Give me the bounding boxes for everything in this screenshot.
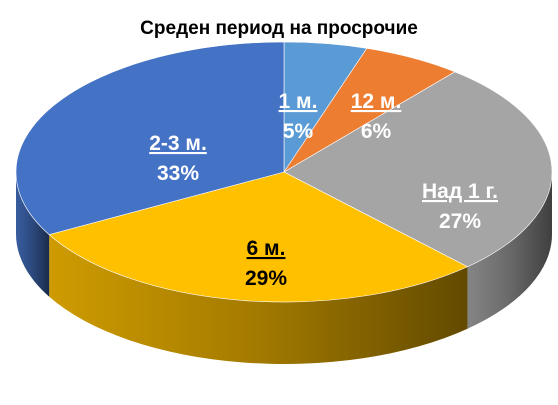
pie-slice-4 [15,41,285,235]
pie-slice-3 [48,171,469,303]
slice-label-1: 12 м. [351,90,402,113]
pie-sides [16,172,552,364]
slice-label-4: 2-3 м. [149,132,207,155]
slice-label-0: 1 м. [279,90,318,113]
slice-label-2: Над 1 г. [422,180,498,203]
pie-side-3 [49,234,468,364]
chart-title: Среден период на просрочие [140,18,418,39]
slice-percent-4: 33% [157,162,199,185]
pie-side-2 [467,172,552,329]
pie-labels: 1 м. 5% 12 м. 6% Над 1 г. 27% 6 м. 29% 2-3 м. 33% [149,90,498,290]
slice-percent-3: 29% [245,267,287,290]
pie-slice-2 [283,71,553,268]
slice-label-3: 6 м. [247,237,286,260]
pie-tops [15,41,553,303]
slice-percent-1: 6% [361,120,392,143]
slice-percent-2: 27% [439,210,481,233]
pie-side-4 [16,172,50,297]
slice-percent-0: 5% [283,120,314,143]
